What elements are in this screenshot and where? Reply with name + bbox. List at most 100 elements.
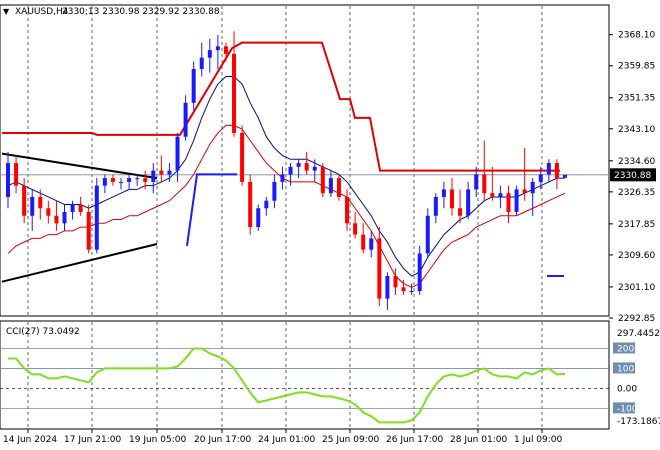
candle-body: [175, 136, 180, 171]
candle-body: [449, 189, 454, 209]
candle-body: [425, 215, 430, 254]
cci-level-tag: [613, 362, 635, 374]
cci-axis-label: 0.00: [617, 384, 637, 394]
candle-body: [272, 181, 277, 201]
candle-body: [320, 166, 325, 194]
current-price-label: 2330.88: [614, 171, 651, 181]
price-tick-label: 2309.60: [618, 251, 655, 261]
candle-body: [328, 178, 333, 194]
candle-body: [336, 178, 341, 197]
price-tick-label: 2326.35: [618, 188, 655, 198]
price-tick-label: 2334.60: [618, 157, 655, 167]
time-tick-label: 14 Jun 2024: [3, 435, 57, 445]
candle-body: [474, 174, 479, 190]
cci-label: CCI(27) 73.0492: [6, 327, 80, 337]
candle-body: [554, 163, 559, 179]
candle-body: [30, 196, 35, 216]
candle-body: [70, 204, 75, 213]
candle-body: [119, 181, 124, 183]
candle-body: [441, 189, 446, 197]
candle-body: [207, 50, 212, 58]
time-tick-label: 26 Jun 17:00: [386, 435, 443, 445]
overlays: [0, 41, 609, 288]
candle-body: [78, 204, 83, 213]
candle-body: [538, 174, 543, 182]
symbol-label: XAUUSD,H4: [15, 7, 69, 17]
time-tick-label: 25 Jun 09:00: [322, 435, 379, 445]
candle-body: [417, 253, 422, 292]
candle-body: [6, 163, 10, 197]
candle-body: [312, 166, 317, 171]
candle-body: [522, 189, 527, 194]
candle-body: [151, 170, 156, 182]
candle-body: [223, 46, 228, 54]
candle-body: [498, 193, 503, 197]
candle-body: [530, 181, 535, 194]
candle-body: [110, 178, 115, 182]
candle-body: [248, 181, 253, 228]
cci-axis-label: -173.1867: [617, 417, 660, 427]
candle-body: [232, 53, 237, 133]
candle-body: [127, 178, 132, 182]
time-tick-label: 28 Jun 01:00: [450, 435, 507, 445]
price-axis: 2368.10 2359.85 2351.35 2343.10 2334.60 2326.…: [609, 31, 655, 324]
price-tick-label: 2343.10: [618, 125, 655, 135]
candle-body: [385, 276, 390, 299]
resistance-line: [2, 41, 560, 172]
cci-axis-label: 200: [617, 344, 634, 354]
price-tick-label: 2368.10: [618, 31, 655, 41]
candle-body: [458, 208, 463, 216]
cci-panel[interactable]: [0, 320, 610, 430]
candle-body: [514, 189, 519, 213]
candle-body: [506, 193, 511, 213]
candle-body: [393, 276, 398, 288]
cci-axis-label: 297.4452: [617, 329, 660, 339]
candle-body: [215, 46, 220, 51]
candle-body: [46, 208, 51, 216]
candle-body: [280, 174, 285, 182]
cci-line: [8, 347, 566, 424]
candle-body: [135, 178, 140, 180]
candle-body: [296, 163, 301, 167]
candle-body: [264, 200, 269, 209]
time-tick-label: 1 Jul 09:00: [514, 435, 563, 445]
candle-body: [22, 185, 27, 216]
candle-body: [159, 170, 164, 175]
candle-body: [14, 163, 19, 186]
time-tick-label: 17 Jun 21:00: [64, 435, 121, 445]
candles: [6, 31, 567, 310]
candle-body: [482, 174, 487, 194]
candle-body: [401, 287, 406, 292]
candle-body: [62, 212, 67, 224]
candle-body: [199, 57, 204, 69]
candle-body: [490, 193, 495, 197]
current-price-tag: [610, 168, 656, 182]
cci-level-tag: [613, 402, 635, 414]
price-panel[interactable]: [0, 4, 610, 317]
ohlc-readout: 2330;13 2330.98 2329.92 2330.88: [62, 7, 220, 17]
candle-body: [563, 174, 567, 178]
chart-menu-icon[interactable]: ▼: [3, 7, 10, 16]
triangle-lower-line: [1, 243, 158, 283]
cci-axis-label: -100: [617, 404, 638, 414]
candle-body: [54, 215, 59, 224]
cci-indicator: 297.4452 200 100 0.00 -100 -173.1867: [0, 329, 660, 427]
slow-moving-average: [7, 124, 566, 288]
price-tick-label: 2317.85: [618, 220, 655, 230]
cci-level-tag: [613, 342, 635, 354]
candle-body: [256, 208, 261, 228]
candle-body: [102, 178, 107, 186]
price-tick-label: 2292.85: [618, 314, 655, 324]
price-tick-label: 2301.10: [618, 283, 655, 293]
candle-body: [288, 166, 293, 175]
price-tick-label: 2359.85: [618, 62, 655, 72]
triangle-upper-line: [1, 152, 158, 180]
candle-body: [304, 163, 309, 171]
time-tick-label: 24 Jun 01:00: [258, 435, 315, 445]
time-tick-label: 20 Jun 17:00: [194, 435, 251, 445]
candle-body: [183, 102, 188, 137]
candle-body: [345, 196, 350, 224]
candle-body: [167, 170, 172, 175]
candle-body: [191, 68, 196, 103]
